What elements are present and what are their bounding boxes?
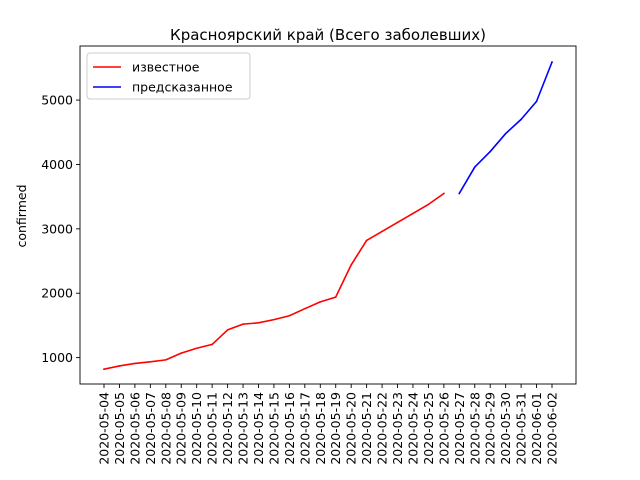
x-tick-label: 2020-05-26 [436,392,451,465]
data-point [473,166,476,168]
data-point [180,352,183,354]
data-point [242,323,244,325]
y-tick-label: 3000 [41,221,73,236]
series-layer [103,61,554,371]
x-tick-label: 2020-05-04 [97,392,112,465]
data-point [535,100,538,103]
x-tick-label: 2020-05-05 [112,392,127,465]
x-tick-label: 2020-05-20 [344,392,359,465]
data-point [118,365,121,367]
data-point [334,296,337,298]
x-tick-label: 2020-05-19 [328,392,343,465]
y-tick-label: 4000 [41,157,73,172]
x-tick-label: 2020-05-10 [189,392,204,465]
legend-label-0: известное [132,60,200,75]
x-tick-label: 2020-05-15 [266,392,281,465]
x-tick-label: 2020-05-07 [143,392,158,465]
data-point [489,150,492,153]
data-point [350,264,352,266]
data-point [273,318,275,321]
data-point [304,307,306,310]
data-point [164,359,167,361]
x-tick-label: 2020-05-18 [313,392,328,465]
legend: известное предсказанное [86,52,251,100]
x-tick-label: 2020-05-13 [236,392,251,465]
x-tick-label: 2020-05-22 [375,392,390,465]
x-tick-label: 2020-05-08 [158,392,173,465]
x-tick-label: 2020-05-25 [421,392,436,465]
plot-area-frame [79,45,577,385]
x-tick-label: 2020-05-09 [174,392,189,465]
data-point [520,118,522,121]
data-point [381,230,383,233]
legend-box [86,52,251,100]
x-tick-label: 2020-05-21 [359,392,374,465]
x-tick-label: 2020-06-01 [529,392,544,465]
chart-title: Красноярский край (Всего заболевших) [170,26,486,44]
x-tick-label: 2020-05-30 [498,392,513,465]
data-point [288,314,291,317]
x-tick-label: 2020-05-31 [514,392,529,465]
axes-layer: 1000 2000 3000 4000 5000 2020-05-04 2020-05-05… [41,45,577,465]
legend-label-1: предсказанное [132,80,233,95]
data-point [149,360,152,363]
x-tick-label: 2020-05-23 [390,392,405,465]
x-tick-label: 2020-05-16 [282,392,297,465]
x-tick-label: 2020-05-28 [467,392,482,465]
y-tick-label: 5000 [41,93,73,108]
x-tick-label: 2020-05-17 [297,392,312,465]
x-tick-label: 2020-05-11 [205,392,220,465]
x-tick-label: 2020-05-12 [220,392,235,465]
data-point [134,362,136,365]
data-point [504,132,507,135]
data-point [551,61,553,63]
data-point [319,301,322,303]
x-tick-label: 2020-05-27 [452,392,467,465]
data-point [427,203,430,206]
y-tick-label: 1000 [41,350,73,365]
data-point [365,239,368,242]
x-tick-label: 2020-05-24 [405,392,420,465]
data-point [443,192,445,195]
x-tick-label: 2020-06-02 [545,392,560,465]
y-tick-label: 2000 [41,286,73,301]
data-point [458,192,461,195]
data-point [257,322,260,324]
x-tick-label: 2020-05-06 [127,392,142,465]
data-point [396,221,399,224]
data-point [211,343,213,346]
x-tick-label: 2020-05-14 [251,392,266,465]
data-point [195,347,198,350]
data-point [226,329,229,331]
x-tick-label: 2020-05-29 [483,392,498,465]
data-point [103,368,105,370]
y-axis-label: confirmed [14,184,29,247]
data-point [412,212,414,215]
